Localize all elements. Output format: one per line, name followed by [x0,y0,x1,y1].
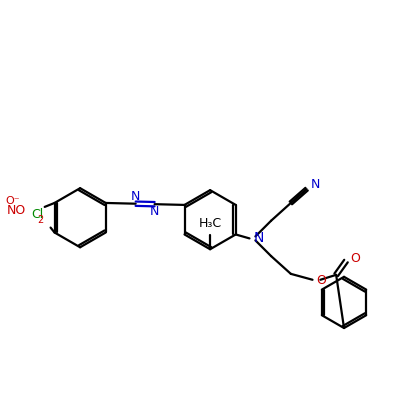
Text: NO: NO [7,204,26,217]
Text: 2: 2 [37,215,43,225]
Text: O: O [316,274,326,287]
Text: O: O [350,252,360,265]
Text: Cl: Cl [32,208,44,221]
Text: N: N [254,232,264,246]
Text: N: N [310,178,320,191]
Text: N: N [150,204,159,218]
Text: H₃C: H₃C [198,216,222,230]
Text: O⁻: O⁻ [6,196,20,206]
Text: N: N [131,190,140,203]
